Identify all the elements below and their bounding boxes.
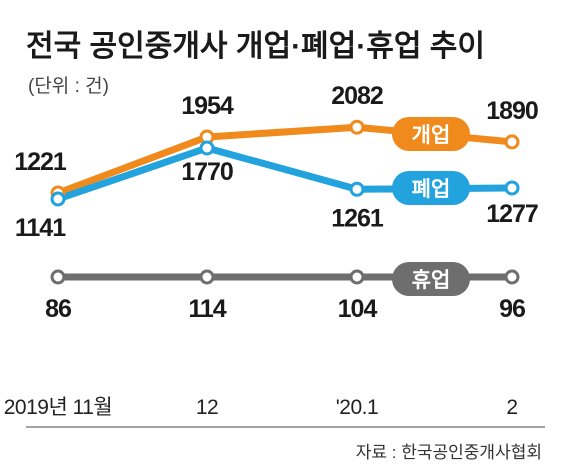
legend-badge-2: [392, 262, 470, 296]
data-label: 1141: [15, 214, 66, 242]
chart-title: 전국 공인중개사 개업·폐업·휴업 추이: [26, 30, 485, 63]
data-label: 114: [188, 295, 226, 323]
x-tick-label: 2019년 11월: [4, 396, 113, 419]
data-label: 96: [499, 295, 525, 323]
x-tick-label: '20.1: [336, 396, 378, 419]
unit-label: (단위 : 건): [28, 75, 109, 97]
data-point: [504, 134, 520, 150]
x-tick-label: 12: [196, 396, 218, 419]
data-point: [349, 181, 365, 197]
data-label: 1261: [331, 204, 384, 232]
data-label: 1954: [181, 92, 234, 120]
legend-label-1: 폐업: [412, 178, 451, 201]
data-point: [504, 180, 520, 196]
data-label: 104: [338, 295, 378, 323]
data-label: 2082: [331, 82, 383, 110]
data-label: 1277: [486, 200, 538, 228]
source-note: 자료 : 한국공인중개사협회: [356, 443, 542, 462]
data-label: 1890: [486, 97, 538, 125]
data-point: [504, 269, 520, 285]
data-point: [50, 191, 66, 207]
data-label: 1221: [14, 148, 67, 176]
data-point: [50, 269, 66, 285]
legend-label-2: 휴업: [412, 269, 451, 292]
data-point: [349, 119, 365, 135]
data-label: 1770: [181, 158, 233, 186]
legend-label-0: 개업: [412, 124, 451, 147]
legend-badge-1: [392, 171, 470, 205]
x-tick-label: 2: [506, 396, 517, 419]
data-label: 86: [45, 295, 71, 323]
data-point: [349, 269, 365, 285]
data-point: [199, 140, 215, 156]
legend-badge-0: [392, 117, 470, 151]
data-point: [199, 269, 215, 285]
